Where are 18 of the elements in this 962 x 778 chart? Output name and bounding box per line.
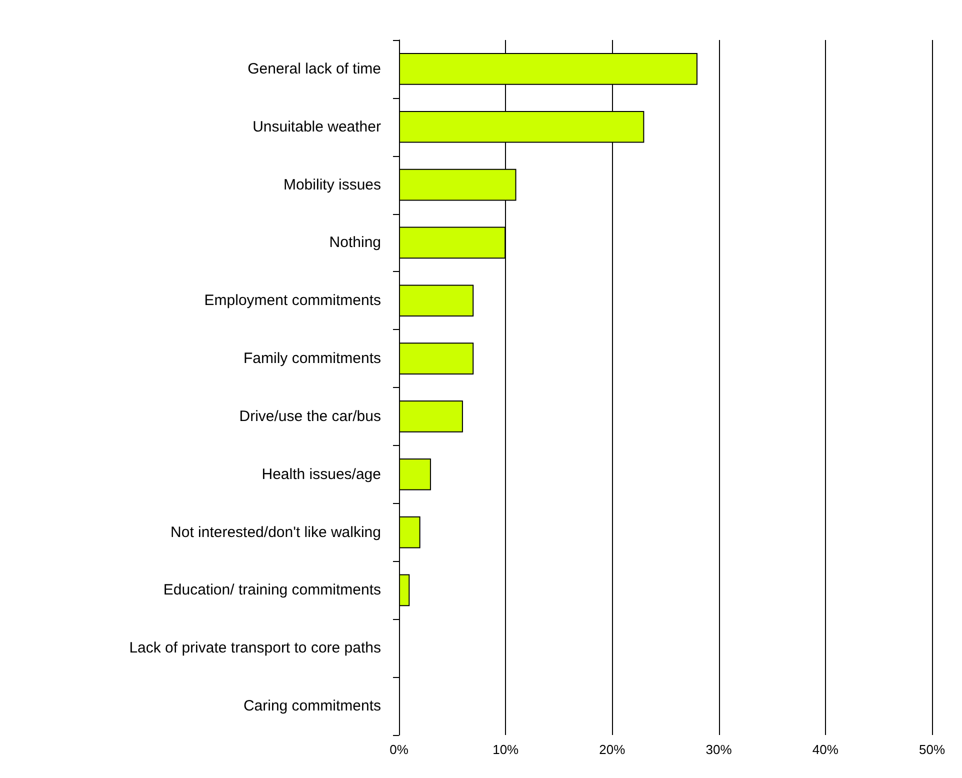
- x-tick-label: 10%: [492, 742, 520, 757]
- x-tick-label: 0%: [390, 742, 409, 757]
- x-tick-label: 40%: [812, 742, 839, 757]
- y-tick-label: Nothing: [329, 234, 381, 252]
- y-tick-label: Caring commitments: [243, 698, 381, 715]
- y-tick-label: Employment commitments: [204, 292, 381, 310]
- y-tick-label: Education/ training commitments: [163, 582, 381, 599]
- y-tick-label: General lack of time: [248, 60, 381, 78]
- y-tick-label: Drive/use the car/bus: [239, 408, 381, 425]
- y-tick-label: Not interested/don't like walking: [170, 524, 381, 541]
- x-tick-label: 30%: [706, 742, 732, 757]
- x-tick-label: 20%: [599, 742, 626, 757]
- y-tick-label: Mobility issues: [283, 176, 381, 194]
- y-tick-label: Family commitments: [243, 350, 381, 368]
- y-tick-label: Unsuitable weather: [252, 118, 381, 136]
- y-tick-label: Health issues/age: [262, 466, 381, 483]
- y-tick-label: Lack of private transport to core paths: [129, 640, 381, 657]
- x-tick-label: 50%: [918, 742, 946, 757]
